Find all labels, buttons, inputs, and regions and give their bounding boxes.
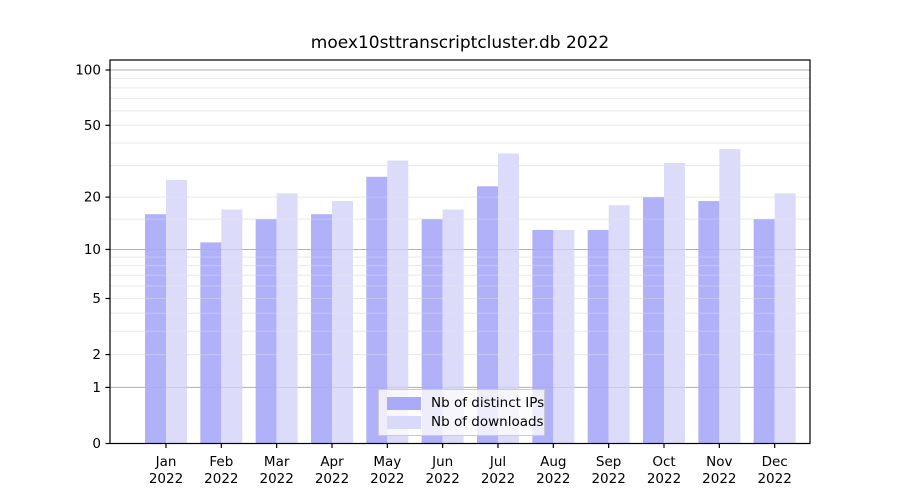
x-tick-label-month: Jun xyxy=(431,454,453,470)
y-tick-label: 0 xyxy=(92,436,101,452)
x-tick-label-year: 2022 xyxy=(536,471,570,487)
y-tick-label: 1 xyxy=(92,380,101,396)
legend: Nb of distinct IPs Nb of downloads xyxy=(378,389,545,436)
x-tick-label-year: 2022 xyxy=(481,471,515,487)
bar-downloads-may xyxy=(387,160,409,444)
x-tick-label-year: 2022 xyxy=(204,471,238,487)
bar-downloads-nov xyxy=(719,149,741,444)
x-tick-label-month: Mar xyxy=(264,454,290,470)
bar-downloads-mar xyxy=(276,193,298,444)
x-tick-label-year: 2022 xyxy=(647,471,681,487)
bar-downloads-jan xyxy=(166,179,187,444)
x-tick-label-month: Apr xyxy=(320,454,344,470)
bar-distinct-ips-sep xyxy=(587,229,609,444)
bar-distinct-ips-apr xyxy=(310,214,332,444)
x-tick-label-year: 2022 xyxy=(425,471,459,487)
y-tick-label: 2 xyxy=(92,347,101,363)
bar-distinct-ips-jun xyxy=(421,219,443,444)
x-tick-label-month: Oct xyxy=(652,454,675,470)
legend-label-distinct-ips: Nb of distinct IPs xyxy=(431,395,545,411)
bar-distinct-ips-may xyxy=(366,176,388,444)
bar-distinct-ips-jul xyxy=(476,186,498,444)
x-tick-label-month: Dec xyxy=(762,454,788,470)
bar-downloads-oct xyxy=(663,163,685,444)
y-tick-label: 100 xyxy=(75,63,101,79)
bar-downloads-feb xyxy=(221,209,243,444)
x-tick-label-month: Sep xyxy=(596,454,621,470)
legend-label-downloads: Nb of downloads xyxy=(431,414,544,430)
bar-downloads-jul xyxy=(497,153,519,444)
bar-downloads-aug xyxy=(553,229,575,444)
bar-distinct-ips-dec xyxy=(753,219,775,444)
bar-distinct-ips-jan xyxy=(145,214,166,444)
legend-item-downloads: Nb of downloads xyxy=(387,414,544,430)
x-tick-label-year: 2022 xyxy=(702,471,736,487)
chart-title: moex10sttranscriptcluster.db 2022 xyxy=(310,33,610,53)
y-tick-label: 20 xyxy=(84,190,101,206)
x-tick-label-month: Nov xyxy=(706,454,732,470)
x-tick-label-month: Aug xyxy=(540,454,566,470)
y-tick-label: 10 xyxy=(84,242,101,258)
bar-downloads-apr xyxy=(331,201,353,444)
legend-swatch-distinct-ips-icon xyxy=(387,396,421,410)
y-tick-label: 50 xyxy=(84,118,101,134)
x-tick-label-year: 2022 xyxy=(315,471,349,487)
y-tick-label: 5 xyxy=(92,291,101,307)
x-tick-label-year: 2022 xyxy=(149,471,183,487)
legend-swatch-downloads-icon xyxy=(387,415,421,429)
plot-border xyxy=(109,59,811,445)
x-tick-label-year: 2022 xyxy=(370,471,404,487)
bar-distinct-ips-mar xyxy=(255,219,277,444)
bar-downloads-jun xyxy=(442,209,464,444)
bar-distinct-ips-nov xyxy=(698,201,720,444)
x-tick-label-month: Jul xyxy=(489,454,506,470)
x-tick-label-year: 2022 xyxy=(591,471,625,487)
x-tick-label-month: Feb xyxy=(209,454,233,470)
legend-item-distinct-ips: Nb of distinct IPs xyxy=(387,395,544,411)
bar-downloads-sep xyxy=(608,205,630,444)
bar-distinct-ips-feb xyxy=(200,242,222,444)
x-tick-label-year: 2022 xyxy=(757,471,791,487)
x-tick-label-month: Jan xyxy=(155,454,177,470)
bar-downloads-dec xyxy=(774,193,796,444)
x-tick-label-year: 2022 xyxy=(259,471,293,487)
x-tick-label-month: May xyxy=(373,454,401,470)
bar-distinct-ips-oct xyxy=(642,197,664,444)
